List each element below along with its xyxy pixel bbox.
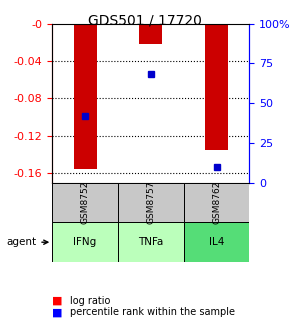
Text: GSM8757: GSM8757 — [146, 181, 155, 224]
Text: ■: ■ — [52, 307, 63, 318]
Text: IFNg: IFNg — [73, 237, 97, 247]
Text: IL4: IL4 — [209, 237, 224, 247]
Text: GSM8762: GSM8762 — [212, 181, 221, 224]
Bar — [205, 24, 228, 150]
Text: TNFa: TNFa — [138, 237, 164, 247]
Text: log ratio: log ratio — [70, 296, 110, 306]
Text: GDS501 / 17720: GDS501 / 17720 — [88, 13, 202, 28]
Text: GSM8752: GSM8752 — [81, 181, 90, 224]
FancyBboxPatch shape — [118, 182, 184, 222]
FancyBboxPatch shape — [52, 222, 118, 262]
Text: percentile rank within the sample: percentile rank within the sample — [70, 307, 235, 318]
FancyBboxPatch shape — [184, 222, 249, 262]
Text: agent: agent — [6, 237, 48, 247]
Text: ■: ■ — [52, 296, 63, 306]
FancyBboxPatch shape — [184, 182, 249, 222]
Bar — [74, 24, 97, 169]
Bar — [139, 24, 162, 44]
FancyBboxPatch shape — [52, 182, 118, 222]
FancyBboxPatch shape — [118, 222, 184, 262]
